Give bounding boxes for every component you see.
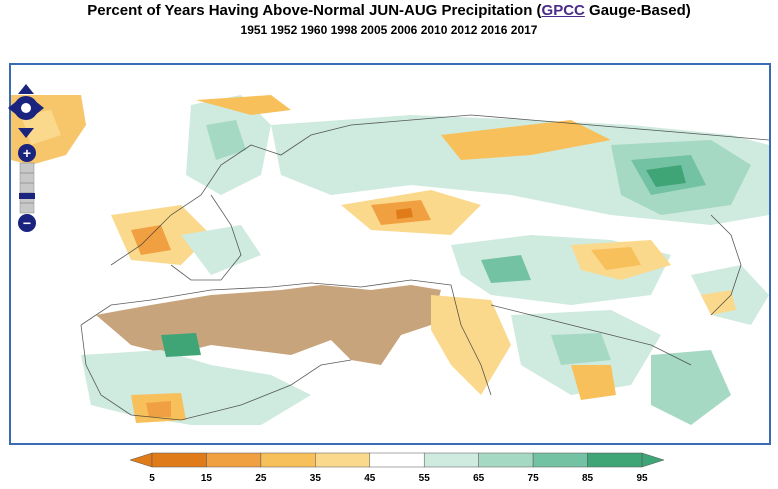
legend-bin [478, 452, 534, 468]
legend-tick-label: 85 [582, 473, 594, 484]
legend-bin [315, 452, 371, 468]
zoom-in-label: + [23, 145, 31, 161]
pan-right-icon [34, 100, 44, 116]
title-prefix: Percent of Years Having Above-Normal JUN… [87, 2, 542, 19]
legend-tick-label: 95 [636, 473, 648, 484]
legend-arrow-high [641, 452, 665, 468]
zoom-slider-track [19, 162, 35, 214]
legend-bin [587, 452, 643, 468]
legend-colorbar: 5 15 25 35 45 55 65 75 85 95 [129, 452, 665, 484]
pan-up-icon [18, 84, 34, 94]
map-title: Percent of Years Having Above-Normal JUN… [0, 2, 778, 19]
years-list: 1951 1952 1960 1998 2005 2006 2010 2012 … [240, 23, 538, 37]
legend-tick-label: 35 [310, 473, 322, 484]
gpcc-link[interactable]: GPCC [541, 2, 585, 19]
legend-bin [532, 452, 588, 468]
legend-bin [151, 452, 207, 468]
precipitation-map[interactable] [11, 65, 769, 443]
legend-bin [206, 452, 262, 468]
legend-tick-label: 15 [201, 473, 213, 484]
legend-arrow-low [129, 452, 153, 468]
legend-tick-label: 65 [473, 473, 485, 484]
legend-bin [423, 452, 479, 468]
legend-tick-label: 25 [255, 473, 267, 484]
title-suffix: Gauge-Based) [584, 2, 691, 19]
zoom-slider-handle [19, 193, 35, 199]
pan-control[interactable] [8, 84, 44, 140]
legend-tick-label: 75 [528, 473, 540, 484]
zoom-out-label: − [23, 215, 31, 231]
legend-bin [369, 452, 425, 468]
legend-tick-label: 55 [419, 473, 431, 484]
legend-tick-label: 5 [149, 473, 155, 484]
zoom-in-button [18, 144, 36, 162]
pan-down-icon [18, 128, 34, 138]
map-panel[interactable] [9, 63, 771, 445]
zoom-control[interactable]: + − [17, 143, 37, 235]
pan-left-icon [8, 100, 18, 116]
zoom-out-button [18, 214, 36, 232]
legend-bin [260, 452, 316, 468]
legend-tick-label: 45 [364, 473, 376, 484]
